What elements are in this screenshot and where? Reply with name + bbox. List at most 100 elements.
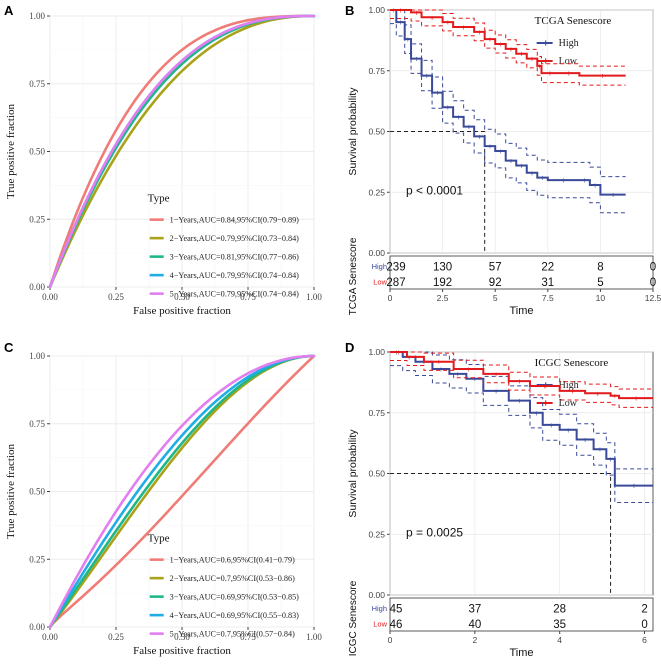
censor-mark: + [398, 18, 403, 27]
p-value: p = 0.0025 [406, 526, 463, 540]
y-tick-label: 0.50 [29, 147, 45, 157]
panel-b-survival: 0.00 0.25 0.50 0.75 1.00 TCGA Senescore + High +… [347, 5, 661, 317]
x-tick-label: 0.50 [174, 632, 190, 642]
legend-label: High [559, 380, 579, 391]
censor-mark: + [406, 35, 411, 44]
risk-count: 57 [489, 261, 502, 273]
risk-table-ylabel: TCGA Senescore [348, 237, 359, 315]
censor-mark: + [534, 409, 539, 418]
censor-mark: + [488, 142, 493, 151]
censor-mark: + [473, 375, 478, 384]
risk-count: 40 [468, 619, 481, 631]
legend-title: Type [148, 533, 170, 545]
roc-curve-4yr [48, 354, 316, 629]
x-tick-label: 7.5 [542, 293, 554, 303]
risk-count: 31 [541, 277, 554, 289]
censor-mark: + [593, 181, 598, 190]
y-tick-label: 0.25 [368, 529, 385, 539]
legend-label: 2−Years,AUC=0.79,95%CI(0.73−0.84) [170, 234, 300, 243]
legend-label: 3−Years,AUC=0.81,95%CI(0.77−0.86) [170, 253, 300, 262]
roc-curve-5yr [48, 14, 316, 289]
x-tick-label: 0.50 [174, 292, 190, 302]
panel-letter-d: D [345, 340, 354, 355]
censor-mark: + [414, 8, 419, 17]
censor-mark: + [446, 18, 451, 27]
y-tick-label: 0.75 [368, 66, 385, 76]
censor-mark: + [570, 387, 575, 396]
legend-label: Low [559, 398, 578, 409]
ci-upper-low [390, 9, 626, 67]
risk-count: 192 [433, 277, 452, 289]
censor-mark: + [542, 382, 547, 391]
censor-mark: + [498, 147, 503, 156]
censor-mark: + [566, 426, 571, 435]
legend-label: 1−Years,AUC=0.84,95%CI(0.79−0.89) [170, 216, 300, 225]
legend-label: Low [559, 56, 578, 67]
km-curve-high [390, 9, 626, 196]
risk-count: 46 [390, 619, 403, 631]
censor-mark: + [498, 40, 503, 49]
risk-count: 0 [650, 261, 656, 273]
censor-mark: + [612, 392, 617, 401]
ci-upper-low [390, 351, 653, 390]
panel-c-roc: 0.00 0.25 0.50 0.75 1.00 0.00 0.25 0.50 0.75 1.00… [5, 351, 322, 657]
x-tick-label: 0.25 [108, 292, 124, 302]
legend-label: 4−Years,AUC=0.79,95%CI(0.74−0.84) [170, 271, 300, 280]
censor-mark: + [398, 6, 403, 15]
censor-mark: + [540, 174, 545, 183]
y-tick-label: 0.00 [368, 248, 385, 258]
median-line [390, 473, 612, 595]
censor-mark: + [530, 55, 535, 64]
legend-label: 1−Years,AUC=0.6,95%CI(0.41−0.79) [170, 556, 295, 565]
ci-upper-high [390, 351, 653, 470]
censor-mark: + [519, 162, 524, 171]
censor-mark: + [509, 157, 514, 166]
censor-mark: + [461, 23, 466, 32]
censor-mark: + [530, 169, 535, 178]
censor-mark: + [537, 62, 542, 71]
legend-label: 2−Years,AUC=0.7,95%CI(0.53−0.86) [170, 574, 295, 583]
ci-lower-high [390, 23, 626, 214]
y-tick-label: 1.00 [368, 5, 385, 15]
x-tick-label: 0.00 [42, 632, 58, 642]
y-tick-label: 0.25 [29, 214, 45, 224]
censor-mark: + [430, 13, 435, 22]
legend-title: TCGA Senescore [535, 15, 612, 27]
legend-label: 3−Years,AUC=0.69,95%CI(0.53−0.85) [170, 593, 300, 602]
x-tick-label: 0 [388, 293, 393, 303]
risk-count: 2 [641, 603, 647, 615]
y-tick-label: 1.00 [29, 351, 45, 361]
censor-mark: + [598, 445, 603, 454]
x-tick-label: 2 [472, 635, 477, 645]
y-axis-label: Survival probability [347, 87, 359, 176]
censor-mark: + [477, 28, 482, 37]
x-tick-label: 2.5 [437, 293, 449, 303]
censor-mark: + [519, 50, 524, 59]
legend-title: Type [148, 193, 170, 205]
x-tick-label: 0.25 [108, 632, 124, 642]
legend-censor-mark: + [543, 39, 549, 50]
risk-table-ylabel: ICGC Senescore [348, 580, 359, 656]
risk-row-label: High [372, 604, 387, 613]
median-line [390, 131, 486, 253]
risk-count: 37 [468, 603, 481, 615]
x-axis-label: False positive fraction [133, 645, 231, 657]
risk-count: 5 [597, 277, 603, 289]
roc-curve-3yr [48, 354, 316, 629]
risk-count: 28 [553, 603, 566, 615]
risk-row-label: Low [373, 620, 387, 629]
y-tick-label: 0.25 [29, 554, 45, 564]
risk-row-label: High [372, 262, 387, 271]
y-tick-label: 0.75 [368, 408, 385, 418]
legend-label: High [559, 38, 579, 49]
p-value: p < 0.0001 [406, 184, 463, 198]
censor-mark: + [582, 176, 587, 185]
y-tick-label: 0.50 [368, 469, 385, 479]
legend-title: ICGC Senescore [535, 357, 609, 369]
x-tick-label: 0.75 [240, 632, 256, 642]
risk-count: 45 [390, 603, 403, 615]
km-curve-low [390, 9, 626, 77]
legend-censor-mark: + [543, 399, 549, 410]
x-tick-label: 4 [557, 635, 562, 645]
y-tick-label: 0.00 [29, 622, 45, 632]
